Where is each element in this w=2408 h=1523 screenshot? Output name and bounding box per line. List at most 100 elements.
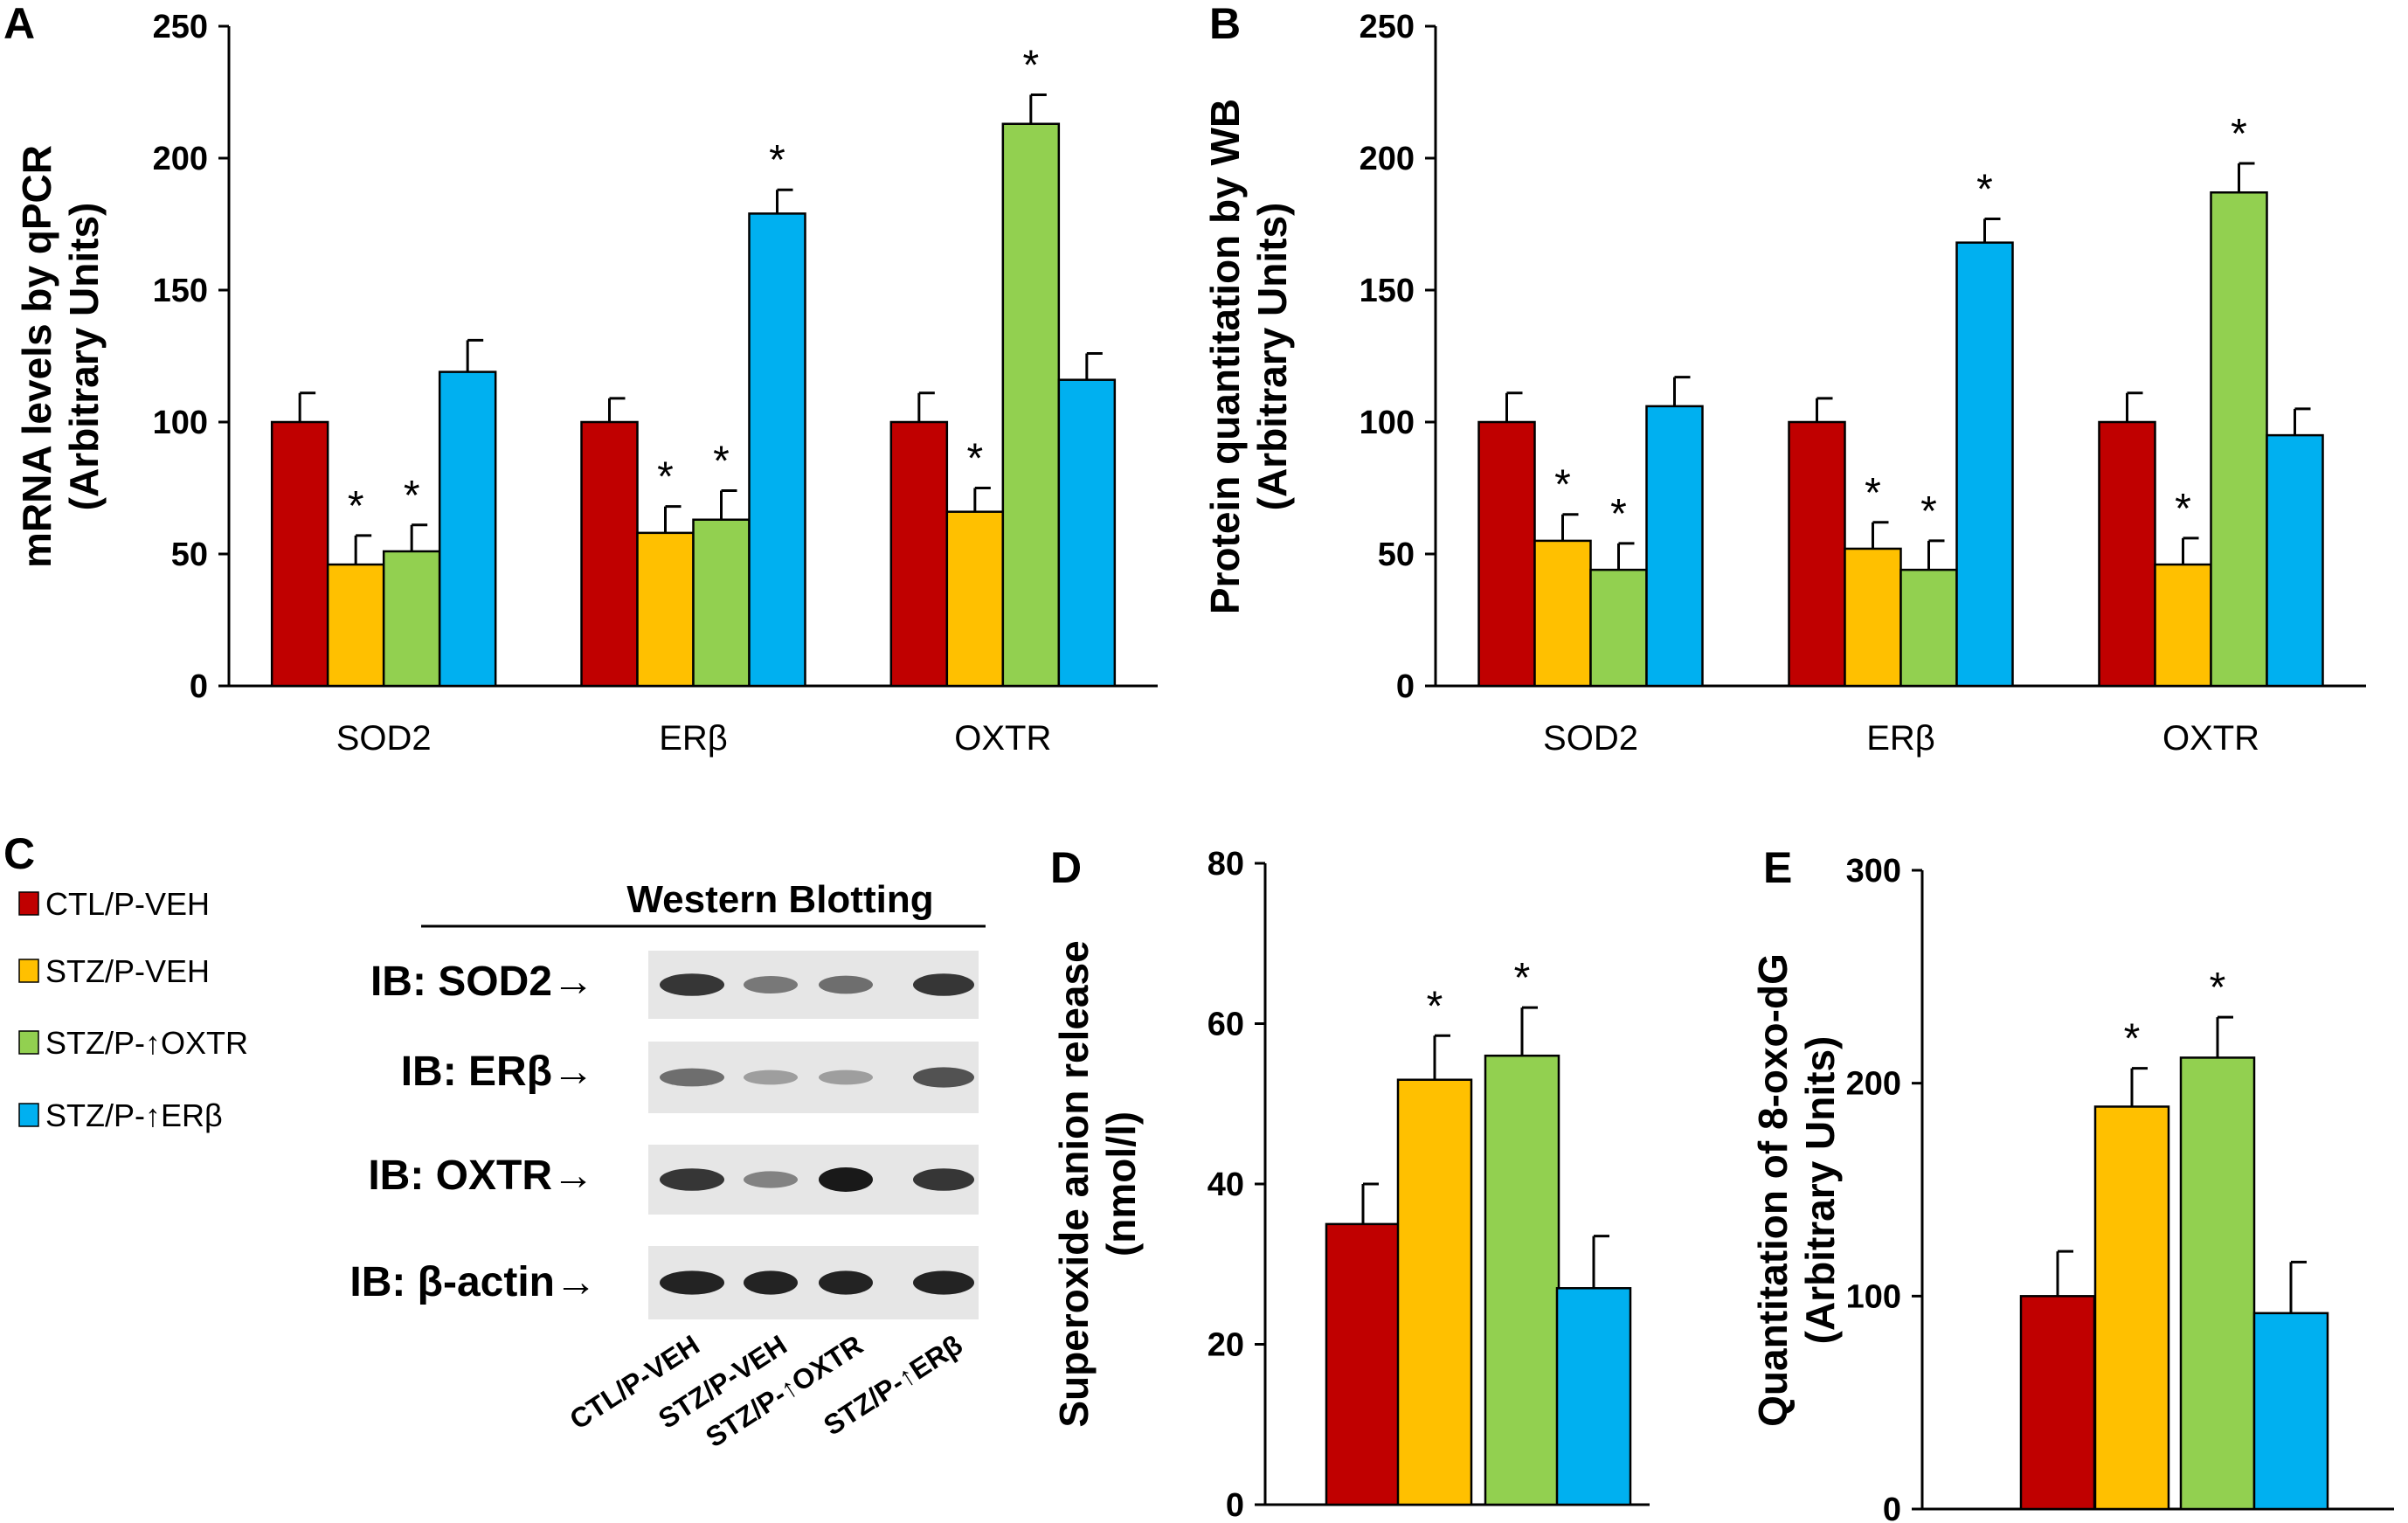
bar-e-0 xyxy=(2019,1295,2096,1511)
y-tick-label-d-60: 60 xyxy=(1207,1007,1244,1043)
panel-letter-d: D xyxy=(1050,843,1082,892)
significance-star-b-1-2: * xyxy=(1920,488,1937,535)
blot-band-1-2 xyxy=(819,1070,873,1085)
bar-a-0-2 xyxy=(382,550,441,688)
bar-b-2-0 xyxy=(2098,420,2156,688)
y-tick-label-b-0: 0 xyxy=(1396,668,1415,705)
blot-band-3-0 xyxy=(660,1270,724,1295)
significance-star-a-2-2: * xyxy=(1022,43,1039,89)
bar-a-2-2 xyxy=(1001,122,1061,688)
y-tick-label-e-300: 300 xyxy=(1846,853,1901,890)
bar-e-1 xyxy=(2093,1105,2170,1511)
significance-star-b-0-1: * xyxy=(1554,462,1571,509)
bar-a-2-1 xyxy=(945,510,1005,688)
y-tick-label-b-200: 200 xyxy=(1360,141,1415,177)
y-axis-label-line-b-0: Protein quantitation by WB xyxy=(1202,99,1248,614)
bar-a-0-1 xyxy=(326,563,385,688)
blot-row-label-2: IB: OXTR→ xyxy=(368,1153,594,1199)
y-axis-label-line-e-0: Quantitation of 8-oxo-dG xyxy=(1750,953,1796,1427)
category-label-a-2: OXTR xyxy=(954,719,1051,758)
bar-b-2-2 xyxy=(2210,191,2268,688)
bar-d-1 xyxy=(1396,1078,1473,1506)
y-axis-label-line-a-1: (Arbitrary Units) xyxy=(61,203,107,511)
bar-a-1-1 xyxy=(636,531,695,688)
y-axis-label-line-a-0: mRNA levels by qPCR xyxy=(14,145,59,568)
significance-star-e-1: * xyxy=(2124,1016,2141,1063)
bar-d-2 xyxy=(1484,1054,1560,1506)
bar-a-0-0 xyxy=(270,420,329,688)
legend-label-0: CTL/P-VEH xyxy=(45,886,210,922)
bar-b-0-1 xyxy=(1533,539,1592,688)
chart-b: 0 50 100 150 200 250 Protein quantitation by W… xyxy=(1202,9,2366,758)
significance-star-b-2-2: * xyxy=(2231,111,2247,157)
significance-star-a-0-1: * xyxy=(348,483,364,530)
bar-b-1-0 xyxy=(1788,420,1846,688)
blot-row-label-1: IB: ERβ→ xyxy=(401,1049,594,1095)
blot-band-3-1 xyxy=(744,1270,798,1295)
significance-star-e-2: * xyxy=(2210,965,2226,1011)
blot-band-0-3 xyxy=(913,973,974,996)
bar-a-0-3 xyxy=(438,370,497,688)
significance-star-a-1-1: * xyxy=(657,454,674,501)
y-tick-label-a-0: 0 xyxy=(190,668,208,705)
significance-star-b-1-3: * xyxy=(1976,166,1993,212)
bar-b-1-3 xyxy=(1955,241,2014,688)
blot-band-0-0 xyxy=(660,973,724,996)
western-blot-title: Western Blotting xyxy=(626,878,933,921)
legend-swatch-0 xyxy=(18,891,39,916)
legend-label-3: STZ/P-↑ERβ xyxy=(45,1097,223,1133)
blot-band-2-1 xyxy=(744,1171,798,1188)
blot-row-label-3: IB: β-actin→ xyxy=(349,1259,597,1305)
bar-a-1-0 xyxy=(580,420,639,688)
bar-b-1-2 xyxy=(1899,568,1958,688)
y-tick-label-a-200: 200 xyxy=(153,141,208,177)
bar-d-3 xyxy=(1555,1287,1632,1506)
legend-swatch-3 xyxy=(18,1103,39,1127)
panel-letter-a: A xyxy=(3,0,35,48)
y-axis-label-line-e-1: (Arbitrary Units) xyxy=(1797,1036,1843,1345)
legend-label-1: STZ/P-VEH xyxy=(45,953,210,989)
bar-b-2-3 xyxy=(2266,433,2324,688)
y-axis-label-e: Quantitation of 8-oxo-dG(Arbitrary Units… xyxy=(1750,953,1843,1427)
bar-b-0-0 xyxy=(1477,420,1536,688)
significance-star-a-0-2: * xyxy=(404,473,420,519)
category-label-a-1: ERβ xyxy=(659,719,728,758)
blot-band-2-0 xyxy=(660,1168,724,1191)
panel-letter-c: C xyxy=(3,829,35,878)
bar-e-3 xyxy=(2252,1312,2329,1511)
category-label-b-1: ERβ xyxy=(1866,719,1935,758)
blot-row-label-0: IB: SOD2→ xyxy=(370,959,594,1005)
chart-d: 0 20 40 60 80 Superoxide anion release(nmol/l… xyxy=(1051,846,1650,1523)
y-axis-label-b: Protein quantitation by WB(Arbitrary Uni… xyxy=(1202,99,1295,614)
blot-band-0-2 xyxy=(819,975,873,994)
y-tick-label-e-0: 0 xyxy=(1883,1492,1901,1523)
bar-b-0-3 xyxy=(1645,405,1704,688)
significance-star-d-1: * xyxy=(1427,983,1443,1029)
legend-label-2: STZ/P-↑OXTR xyxy=(45,1025,248,1061)
category-label-a-0: SOD2 xyxy=(336,719,432,758)
significance-star-a-2-1: * xyxy=(966,436,983,482)
y-tick-label-e-100: 100 xyxy=(1846,1278,1901,1315)
y-axis-label-line-d-1: (nmol/l) xyxy=(1098,1111,1144,1256)
y-axis-label-line-d-0: Superoxide anion release xyxy=(1051,940,1097,1427)
bar-d-0 xyxy=(1325,1222,1401,1506)
y-axis-label-d: Superoxide anion release(nmol/l) xyxy=(1051,940,1144,1427)
chart-e: 0 100 200 300 Quantitation of 8-oxo-dG(Arbit… xyxy=(1750,853,2394,1523)
y-axis-label-line-b-1: (Arbitrary Units) xyxy=(1249,203,1295,511)
significance-star-d-2: * xyxy=(1514,955,1531,1001)
western-blot: Western Blotting IB: SOD2→ IB: ERβ→ IB: OXT… xyxy=(349,878,986,1453)
blot-band-0-1 xyxy=(744,976,798,993)
y-tick-label-b-250: 250 xyxy=(1360,9,1415,45)
bar-e-2 xyxy=(2179,1056,2256,1511)
y-axis-label-a: mRNA levels by qPCR(Arbitrary Units) xyxy=(14,145,107,568)
y-tick-label-d-40: 40 xyxy=(1207,1166,1244,1203)
category-label-b-0: SOD2 xyxy=(1543,719,1638,758)
legend: CTL/P-VEH STZ/P-VEH STZ/P-↑OXTR STZ/P-↑ERβ xyxy=(18,886,248,1133)
y-tick-label-d-0: 0 xyxy=(1226,1487,1244,1523)
significance-star-b-0-2: * xyxy=(1610,491,1627,537)
panel-letter-e: E xyxy=(1763,843,1792,892)
blot-band-2-2 xyxy=(819,1167,873,1192)
y-tick-label-b-50: 50 xyxy=(1378,537,1415,573)
blot-band-1-3 xyxy=(913,1067,974,1088)
